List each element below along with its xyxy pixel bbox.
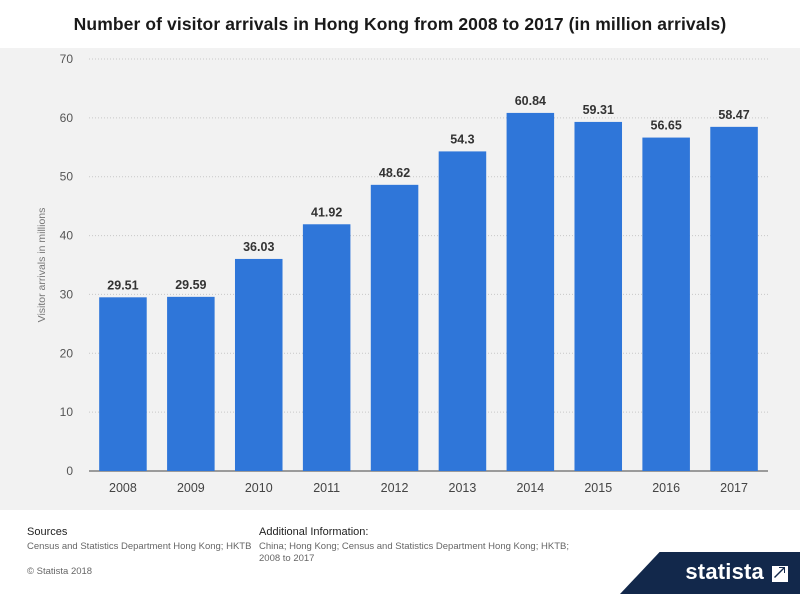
x-tick-label: 2014 xyxy=(516,481,544,495)
x-tick-label: 2008 xyxy=(109,481,137,495)
data-label: 60.84 xyxy=(515,94,546,108)
x-tick-label: 2012 xyxy=(381,481,409,495)
data-label: 54.3 xyxy=(450,132,474,146)
x-tick-label: 2011 xyxy=(313,481,340,495)
bar xyxy=(370,184,419,471)
data-label: 48.62 xyxy=(379,166,410,180)
y-tick-label: 30 xyxy=(60,287,74,301)
y-tick-label: 0 xyxy=(66,464,73,478)
data-label: 29.59 xyxy=(175,278,206,292)
y-tick-label: 70 xyxy=(60,52,74,66)
y-tick-label: 50 xyxy=(60,170,74,184)
bar xyxy=(167,296,215,471)
bar xyxy=(574,121,623,472)
y-tick-label: 20 xyxy=(60,346,74,360)
y-tick-label: 60 xyxy=(60,111,74,125)
x-tick-label: 2015 xyxy=(584,481,612,495)
statista-logo-icon xyxy=(772,566,788,582)
data-label: 41.92 xyxy=(311,205,342,219)
y-axis-label: Visitor arrivals in millions xyxy=(36,208,48,323)
data-label: 59.31 xyxy=(583,103,614,117)
copyright-text: © Statista 2018 xyxy=(27,566,93,577)
data-label: 58.47 xyxy=(718,108,749,122)
additional-info-title: Additional Information: xyxy=(259,526,369,538)
bar xyxy=(642,137,690,471)
bar xyxy=(302,224,351,471)
x-tick-label: 2010 xyxy=(245,481,273,495)
data-label: 29.51 xyxy=(107,278,138,292)
brand-name: statista xyxy=(685,559,764,584)
y-tick-label: 10 xyxy=(60,405,74,419)
sources-text: Census and Statistics Department Hong Ko… xyxy=(27,541,252,552)
bar-chart: 0 10 20 30 40 50 60 70 Visitor arrivals in milli… xyxy=(36,52,768,495)
bar xyxy=(710,126,758,471)
data-label: 56.65 xyxy=(651,119,682,133)
bar xyxy=(438,151,487,472)
bar xyxy=(506,112,555,471)
sources-title: Sources xyxy=(27,526,68,538)
bar xyxy=(99,297,147,471)
footer: Sources Census and Statistics Department… xyxy=(0,510,800,594)
bar xyxy=(234,258,283,471)
data-label: 36.03 xyxy=(243,240,274,254)
chart-title: Number of visitor arrivals in Hong Kong … xyxy=(73,14,727,34)
x-tick-label: 2016 xyxy=(652,481,680,495)
x-tick-label: 2013 xyxy=(449,481,477,495)
x-tick-label: 2009 xyxy=(177,481,205,495)
statista-brand[interactable]: statista xyxy=(620,552,800,594)
x-tick-label: 2017 xyxy=(720,481,748,495)
y-tick-label: 40 xyxy=(60,229,74,243)
additional-info-text: China; Hong Kong; Census and Statistics … xyxy=(259,541,569,564)
